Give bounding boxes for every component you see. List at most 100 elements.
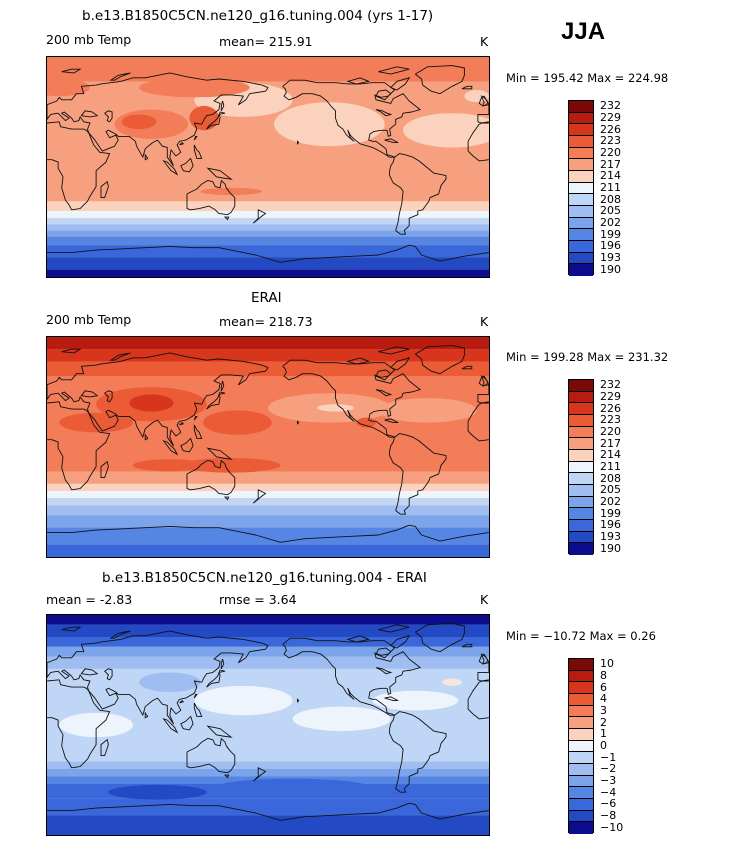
caspian-coastline (103, 668, 113, 681)
colorbar-swatch (569, 705, 593, 718)
units-label: K (480, 592, 489, 607)
colorbar-tick-label: 214 (600, 448, 621, 462)
contour-region (378, 398, 477, 423)
greenland-coastline (415, 65, 465, 95)
colorbar-tick-label: −3 (600, 774, 617, 787)
black-sea-coastline (80, 668, 99, 676)
colorbar-tick-label: 2 (600, 715, 607, 729)
colorbar-tick-label: 220 (600, 146, 621, 159)
colorbar-tick-label: −6 (600, 797, 617, 811)
victoria-island-coastline (346, 357, 371, 365)
north-america-coastline (282, 79, 421, 158)
greenland-coastline (415, 623, 465, 653)
novaya-zemlya-coastline (109, 352, 131, 361)
tasmania-coastline (223, 774, 230, 779)
taiwan-coastline (193, 415, 198, 421)
cuba-coastline (384, 418, 399, 424)
colorbar-tick-label: 202 (600, 216, 621, 229)
colorbar-tick-label: 8 (600, 669, 607, 682)
iceland-coastline (461, 85, 473, 90)
contour-band (47, 230, 489, 237)
colorbar-swatch (569, 810, 593, 823)
colorbar-tick-label: 232 (600, 378, 621, 392)
colorbar-tick-label: 220 (600, 425, 621, 438)
colorbar-swatch (569, 252, 593, 265)
mean-label: mean = -2.83 (46, 592, 133, 607)
colorbar-tick-label: 205 (600, 204, 621, 218)
map-plot (46, 614, 490, 836)
south-america-coastline (389, 711, 447, 793)
rmse-label: rmse = 3.64 (219, 592, 297, 607)
new-guinea-coastline (206, 725, 233, 738)
contour-region (194, 685, 293, 716)
colorbar-swatch (569, 112, 593, 125)
colorbar-swatch (569, 194, 593, 206)
iceland-coastline (461, 365, 473, 370)
contour-region (442, 678, 462, 686)
mean-label: mean= 215.91 (219, 34, 313, 49)
colorbar (568, 658, 594, 834)
contour-band (47, 624, 489, 637)
contour-band (47, 646, 489, 657)
colorbar-tick-label: 211 (600, 460, 621, 473)
victoria-island-coastline (346, 635, 371, 643)
north-america-coastline (282, 359, 421, 438)
colorbar-swatch (569, 170, 593, 183)
map-canvas (47, 57, 489, 277)
ellesmere-coastline (378, 624, 410, 633)
philippines-coastline (193, 702, 203, 717)
new-zealand-coastline (252, 209, 267, 224)
hainan-coastline (179, 421, 185, 426)
new-zealand-coastline (252, 489, 267, 504)
contour-band (47, 211, 489, 219)
europe-coastline-west (477, 375, 489, 404)
greenland-coastline (415, 345, 465, 375)
contour-band (47, 236, 489, 246)
contour-region (139, 77, 250, 98)
contour-region (403, 113, 489, 148)
new-zealand-coastline (252, 767, 267, 782)
contour-band (47, 201, 489, 211)
colorbar-swatch (569, 531, 593, 544)
map-plot (46, 336, 490, 558)
contour-band (47, 527, 489, 545)
contour-band (47, 218, 489, 225)
borneo-coastline (180, 715, 194, 731)
eurasia-coastline-east (47, 72, 269, 167)
colorbar-swatch (569, 659, 593, 671)
contour-region (47, 79, 90, 97)
colorbar-swatch (569, 426, 593, 439)
contour-band (47, 505, 489, 516)
iceland-coastline (461, 643, 473, 648)
contour-region (129, 394, 174, 412)
antarctica-coastline (47, 802, 489, 821)
contour-region (189, 105, 219, 131)
contour-region (108, 784, 207, 800)
tasmania-coastline (223, 216, 230, 221)
colorbar-swatch (569, 217, 593, 230)
colorbar-swatch (569, 763, 593, 776)
contour-band (47, 224, 489, 231)
japan-coastline (206, 111, 226, 130)
ellesmere-coastline (378, 66, 410, 75)
contour-region (200, 187, 262, 196)
great-lakes-coastline (375, 109, 393, 117)
svalbard-coastline (61, 68, 82, 74)
contour-region (292, 706, 391, 732)
variable-label: 200 mb Temp (46, 32, 132, 47)
colorbar-swatch (569, 798, 593, 811)
contour-region (464, 90, 489, 103)
colorbar-tick-label: 217 (600, 436, 621, 450)
colorbar-tick-label: 190 (600, 262, 621, 276)
antarctica-coastline (47, 524, 489, 543)
contour-band (47, 471, 489, 484)
contour-band (47, 769, 489, 777)
victoria-island-coastline (346, 77, 371, 85)
contour-region (202, 410, 272, 435)
colorbar-tick-label: 1 (600, 727, 607, 741)
svalbard-coastline (61, 348, 82, 354)
colorbar-tick-label: 226 (600, 401, 621, 415)
britain-coastline (480, 652, 489, 665)
contour-band (47, 656, 489, 669)
eurasia-coastline-east (47, 352, 269, 447)
